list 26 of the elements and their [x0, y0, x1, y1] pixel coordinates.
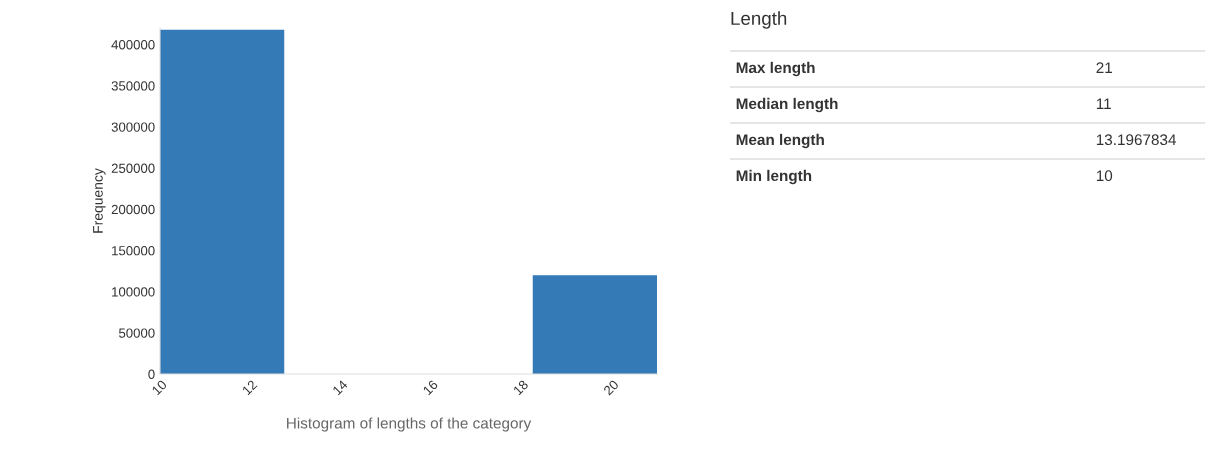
x-tick-label: 14 — [332, 379, 349, 396]
y-tick-label: 400000 — [111, 40, 155, 50]
data-label: 13.1967834 — [1096, 134, 1177, 146]
x-tick-label: 12 — [241, 379, 258, 396]
category-label: Mean length — [736, 133, 824, 149]
y-tick-label: 50000 — [118, 328, 155, 338]
y-tick-label: 300000 — [111, 122, 155, 132]
category-label: Median length — [736, 97, 838, 113]
x-tick-label: 20 — [603, 379, 620, 396]
y-axis-title: Frequency — [93, 168, 106, 233]
data-label: 10 — [1096, 170, 1113, 182]
y-tick-label: 200000 — [111, 204, 155, 215]
y-tick-label: 100000 — [112, 287, 155, 297]
category-label: Min length — [736, 169, 812, 185]
x-tick-label: 18 — [512, 379, 529, 396]
data-label: 11 — [1096, 98, 1111, 109]
data-label: 21 — [1096, 62, 1112, 73]
y-tick-label: 350000 — [111, 81, 155, 91]
category-label: Max length — [736, 61, 815, 77]
y-tick-label: 250000 — [111, 163, 155, 173]
x-tick-label: 10 — [151, 379, 168, 396]
x-tick-label: 16 — [422, 379, 439, 396]
text: Length — [731, 11, 787, 29]
y-tick-label: 150000 — [112, 246, 155, 256]
x-axis-title: Histogram of lengths of the category — [287, 417, 532, 432]
y-tick-label: 0 — [148, 369, 155, 379]
